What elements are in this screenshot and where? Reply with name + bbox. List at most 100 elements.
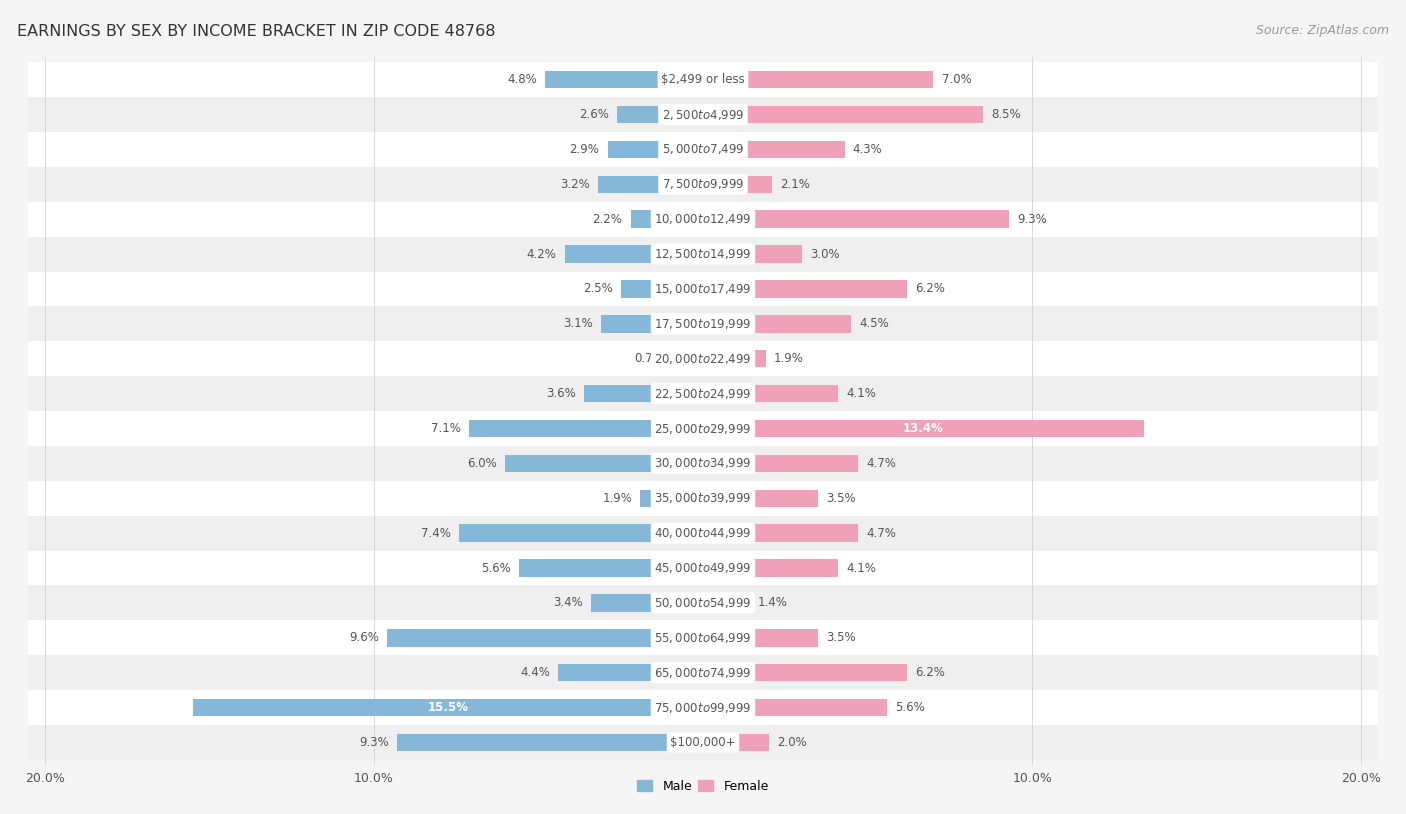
- Bar: [703, 733, 769, 751]
- Text: 7.4%: 7.4%: [422, 527, 451, 540]
- Bar: [703, 245, 801, 263]
- Text: 4.7%: 4.7%: [866, 457, 896, 470]
- Text: $10,000 to $12,499: $10,000 to $12,499: [654, 212, 752, 226]
- Text: $12,500 to $14,999: $12,500 to $14,999: [654, 247, 752, 261]
- Bar: [0, 272, 1406, 306]
- Text: 6.2%: 6.2%: [915, 666, 945, 679]
- Text: $22,500 to $24,999: $22,500 to $24,999: [654, 387, 752, 400]
- Bar: [703, 176, 772, 193]
- Text: $15,000 to $17,499: $15,000 to $17,499: [654, 282, 752, 296]
- Text: 4.1%: 4.1%: [846, 562, 876, 575]
- Text: $5,000 to $7,499: $5,000 to $7,499: [662, 142, 744, 156]
- Text: 9.3%: 9.3%: [359, 736, 388, 749]
- Text: $25,000 to $29,999: $25,000 to $29,999: [654, 422, 752, 435]
- Text: 4.8%: 4.8%: [508, 73, 537, 86]
- Text: $2,499 or less: $2,499 or less: [661, 73, 745, 86]
- Bar: [0, 341, 1406, 376]
- Bar: [703, 420, 1144, 437]
- Bar: [703, 350, 765, 367]
- Bar: [703, 629, 818, 646]
- Bar: [703, 280, 907, 298]
- Bar: [703, 385, 838, 402]
- Bar: [506, 455, 703, 472]
- Text: 7.1%: 7.1%: [432, 422, 461, 435]
- Text: 6.2%: 6.2%: [915, 282, 945, 295]
- Text: 0.71%: 0.71%: [634, 352, 672, 365]
- Bar: [0, 585, 1406, 620]
- Text: 9.6%: 9.6%: [349, 632, 378, 645]
- Bar: [0, 237, 1406, 272]
- Text: $2,500 to $4,999: $2,500 to $4,999: [662, 107, 744, 121]
- Text: 1.4%: 1.4%: [758, 597, 787, 610]
- Text: 4.2%: 4.2%: [527, 247, 557, 260]
- Text: $55,000 to $64,999: $55,000 to $64,999: [654, 631, 752, 645]
- Bar: [703, 664, 907, 681]
- Text: 4.3%: 4.3%: [853, 143, 883, 156]
- Bar: [598, 176, 703, 193]
- Text: 3.6%: 3.6%: [547, 387, 576, 400]
- Bar: [396, 733, 703, 751]
- Text: 2.5%: 2.5%: [582, 282, 613, 295]
- Text: 3.1%: 3.1%: [562, 317, 593, 330]
- Text: $20,000 to $22,499: $20,000 to $22,499: [654, 352, 752, 365]
- Bar: [703, 559, 838, 577]
- Bar: [460, 524, 703, 542]
- Bar: [703, 489, 818, 507]
- Legend: Male, Female: Male, Female: [633, 775, 773, 798]
- Bar: [0, 132, 1406, 167]
- Text: $40,000 to $44,999: $40,000 to $44,999: [654, 526, 752, 540]
- Bar: [0, 97, 1406, 132]
- Bar: [703, 594, 749, 611]
- Bar: [620, 280, 703, 298]
- Bar: [585, 385, 703, 402]
- Bar: [679, 350, 703, 367]
- Text: 6.0%: 6.0%: [467, 457, 498, 470]
- Bar: [387, 629, 703, 646]
- Bar: [591, 594, 703, 611]
- Text: 3.2%: 3.2%: [560, 177, 589, 190]
- Text: 3.5%: 3.5%: [827, 492, 856, 505]
- Bar: [0, 620, 1406, 655]
- Bar: [0, 202, 1406, 237]
- Text: 3.0%: 3.0%: [810, 247, 839, 260]
- Bar: [703, 699, 887, 716]
- Bar: [607, 141, 703, 158]
- Text: 2.9%: 2.9%: [569, 143, 599, 156]
- Text: 4.4%: 4.4%: [520, 666, 550, 679]
- Text: 2.1%: 2.1%: [780, 177, 810, 190]
- Text: 4.1%: 4.1%: [846, 387, 876, 400]
- Bar: [0, 481, 1406, 516]
- Bar: [558, 664, 703, 681]
- Text: 5.6%: 5.6%: [481, 562, 510, 575]
- Text: 5.6%: 5.6%: [896, 701, 925, 714]
- Text: 7.0%: 7.0%: [942, 73, 972, 86]
- Text: EARNINGS BY SEX BY INCOME BRACKET IN ZIP CODE 48768: EARNINGS BY SEX BY INCOME BRACKET IN ZIP…: [17, 24, 495, 39]
- Text: Source: ZipAtlas.com: Source: ZipAtlas.com: [1256, 24, 1389, 37]
- Bar: [565, 245, 703, 263]
- Bar: [0, 690, 1406, 725]
- Text: $17,500 to $19,999: $17,500 to $19,999: [654, 317, 752, 330]
- Text: $100,000+: $100,000+: [671, 736, 735, 749]
- Bar: [0, 376, 1406, 411]
- Bar: [546, 71, 703, 89]
- Bar: [0, 516, 1406, 550]
- Bar: [703, 455, 858, 472]
- Text: 1.9%: 1.9%: [602, 492, 633, 505]
- Bar: [0, 725, 1406, 760]
- Text: 15.5%: 15.5%: [427, 701, 468, 714]
- Text: 9.3%: 9.3%: [1018, 212, 1047, 225]
- Text: 8.5%: 8.5%: [991, 108, 1021, 121]
- Bar: [0, 167, 1406, 202]
- Bar: [0, 62, 1406, 97]
- Bar: [617, 106, 703, 123]
- Text: $30,000 to $34,999: $30,000 to $34,999: [654, 457, 752, 470]
- Text: 3.5%: 3.5%: [827, 632, 856, 645]
- Text: $75,000 to $99,999: $75,000 to $99,999: [654, 701, 752, 715]
- Text: 2.0%: 2.0%: [778, 736, 807, 749]
- Text: 2.2%: 2.2%: [592, 212, 623, 225]
- Bar: [193, 699, 703, 716]
- Bar: [703, 211, 1010, 228]
- Text: 4.5%: 4.5%: [859, 317, 889, 330]
- Bar: [703, 524, 858, 542]
- Bar: [600, 315, 703, 333]
